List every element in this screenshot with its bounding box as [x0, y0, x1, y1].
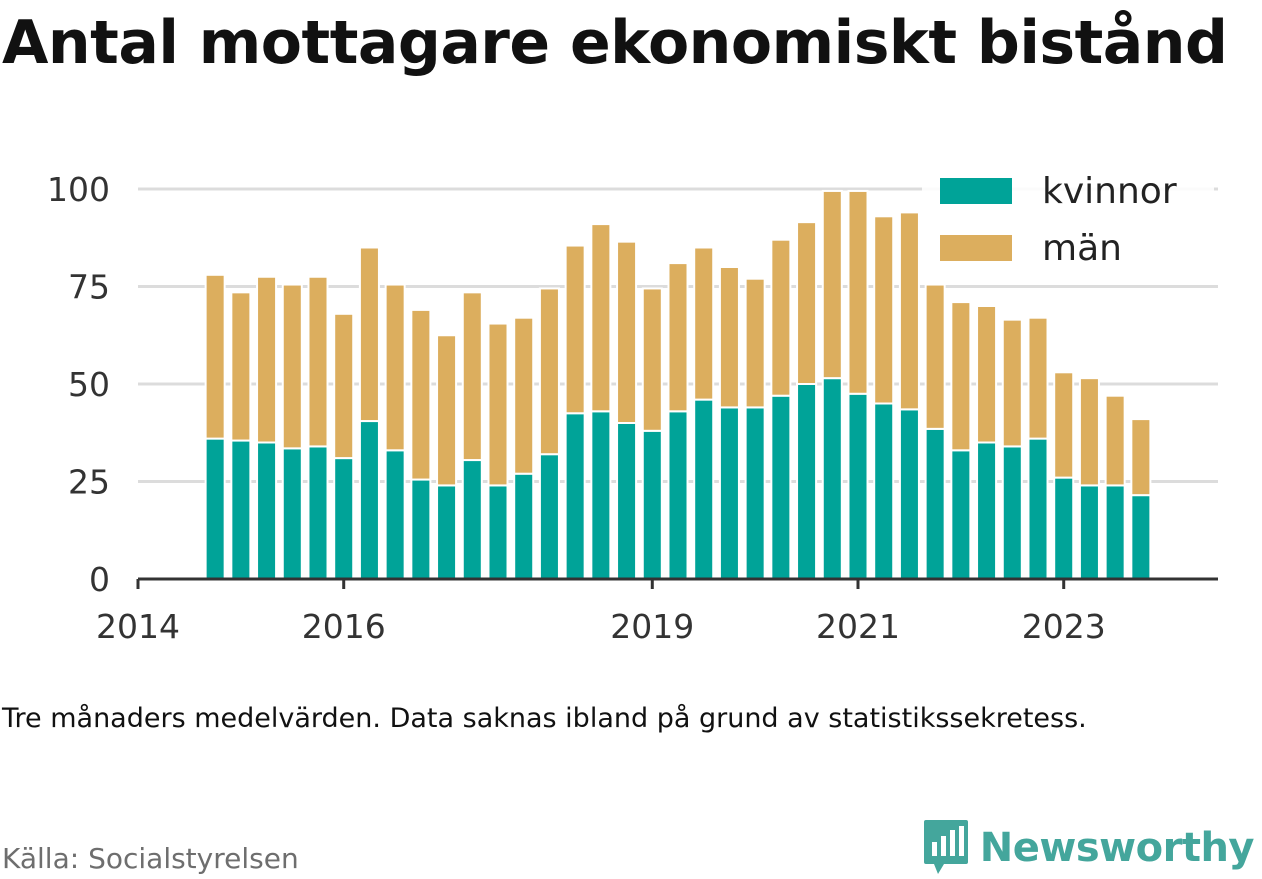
- bar-kvinnor: [616, 422, 638, 580]
- bar-man: [1001, 318, 1023, 448]
- bar-kvinnor: [436, 484, 458, 580]
- bar-kvinnor: [333, 457, 355, 581]
- bar-man: [744, 277, 766, 409]
- bar-man: [976, 305, 998, 444]
- bar-kvinnor: [204, 437, 226, 580]
- bar-kvinnor: [950, 449, 972, 580]
- bar-kvinnor: [796, 383, 818, 580]
- axes: 0 25 50 75 100 2014 2016 2019 2021 2023: [47, 170, 1218, 646]
- bar-man: [538, 287, 560, 456]
- bar-kvinnor: [873, 402, 895, 580]
- x-tick-label: 2019: [610, 607, 694, 646]
- bar-kvinnor: [256, 441, 278, 580]
- bar-man: [616, 240, 638, 424]
- y-tick-label: 50: [68, 365, 110, 404]
- legend-swatch-man: [940, 235, 1012, 261]
- bar-man: [436, 334, 458, 487]
- legend-label-man: män: [1042, 228, 1122, 269]
- newsworthy-logo-icon: [923, 820, 968, 874]
- legend: kvinnor män: [922, 170, 1214, 282]
- bar-man: [358, 246, 380, 423]
- bar-man: [1027, 316, 1049, 440]
- bar-man: [307, 275, 329, 448]
- bar-kvinnor: [358, 420, 380, 580]
- bar-kvinnor: [1001, 445, 1023, 580]
- chart-title: Antal mottagare ekonomiskt bistånd: [2, 8, 1228, 78]
- bar-man: [873, 215, 895, 405]
- bar-kvinnor: [410, 478, 432, 580]
- bar-man: [770, 238, 792, 397]
- bar-kvinnor: [513, 472, 535, 581]
- bar-kvinnor: [847, 392, 869, 580]
- bar-man: [796, 221, 818, 385]
- bar-man: [641, 287, 663, 432]
- bar-kvinnor: [641, 429, 663, 580]
- bar-man: [513, 316, 535, 475]
- bar-man: [898, 211, 920, 411]
- bar-kvinnor: [1027, 437, 1049, 580]
- bar-man: [281, 283, 303, 450]
- x-tick-label: 2023: [1022, 607, 1106, 646]
- bar-kvinnor: [976, 441, 998, 580]
- bar-kvinnor: [667, 410, 689, 580]
- brand-name: Newsworthy: [979, 825, 1255, 871]
- x-tick-label: 2016: [302, 607, 386, 646]
- bar-kvinnor: [487, 484, 509, 580]
- bar-man: [924, 283, 946, 430]
- legend-label-kvinnor: kvinnor: [1042, 171, 1177, 212]
- bar-kvinnor: [590, 410, 612, 580]
- bar-kvinnor: [538, 453, 560, 581]
- bar-kvinnor: [693, 398, 715, 580]
- bar-man: [204, 273, 226, 440]
- bar-man: [693, 246, 715, 401]
- bar-man: [461, 291, 483, 462]
- x-tick-label: 2021: [816, 607, 900, 646]
- bar-kvinnor: [1053, 476, 1075, 581]
- bar-kvinnor: [898, 408, 920, 580]
- bar-man: [1078, 377, 1100, 487]
- bar-kvinnor: [461, 459, 483, 580]
- stacked-bar-chart: 0 25 50 75 100 2014 2016 2019 2021 2023 kvinnor m…: [47, 170, 1218, 646]
- legend-swatch-kvinnor: [940, 178, 1012, 204]
- y-tick-label: 100: [47, 170, 110, 209]
- bar-kvinnor: [384, 449, 406, 580]
- bar-kvinnor: [770, 394, 792, 581]
- bar-man: [230, 291, 252, 442]
- bar-man: [1130, 418, 1152, 497]
- bar-kvinnor: [564, 412, 586, 580]
- bar-kvinnor: [1104, 484, 1126, 580]
- y-tick-label: 0: [89, 560, 110, 599]
- bar-man: [590, 223, 612, 413]
- bar-man: [564, 244, 586, 415]
- bar-man: [1053, 371, 1075, 479]
- bar-man: [718, 266, 740, 409]
- bar-man: [847, 189, 869, 395]
- newsworthy-logo: Newsworthy: [922, 818, 1255, 878]
- bar-kvinnor: [1130, 494, 1152, 580]
- bar-kvinnor: [307, 445, 329, 580]
- source-credit: Källa: Socialstyrelsen: [2, 842, 299, 875]
- bar-man: [256, 275, 278, 444]
- bar-man: [821, 189, 843, 380]
- bar-man: [667, 262, 689, 413]
- y-tick-label: 75: [68, 268, 110, 307]
- bar-man: [950, 301, 972, 452]
- bar-kvinnor: [1078, 484, 1100, 580]
- bar-man: [487, 322, 509, 487]
- bar-man: [410, 308, 432, 481]
- bar-kvinnor: [281, 447, 303, 580]
- y-tick-label: 25: [68, 463, 110, 502]
- bar-kvinnor: [230, 439, 252, 580]
- bar-man: [333, 312, 355, 460]
- x-tick-label: 2014: [96, 607, 180, 646]
- chart-note: Tre månaders medelvärden. Data saknas ib…: [2, 703, 1087, 734]
- bar-kvinnor: [821, 377, 843, 580]
- bar-kvinnor: [718, 406, 740, 580]
- bar-man: [1104, 394, 1126, 487]
- bar-kvinnor: [744, 406, 766, 580]
- bar-kvinnor: [924, 427, 946, 580]
- bar-man: [384, 283, 406, 452]
